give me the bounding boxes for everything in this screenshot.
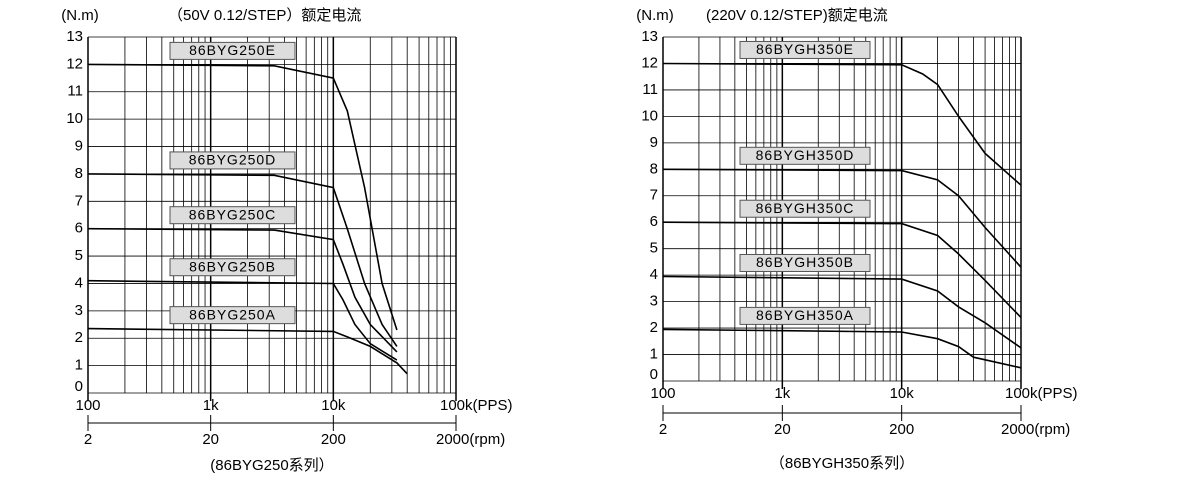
chart-caption: (86BYG250系列）: [210, 457, 333, 474]
series-label-box: [739, 253, 871, 272]
y-tick-label: 1: [75, 357, 83, 374]
y-tick-label: 7: [75, 192, 83, 209]
series-label-box: [739, 146, 871, 165]
x-tick-label: 1k: [203, 397, 219, 414]
y-tick-label: 7: [650, 187, 658, 204]
x-tick-label: 100k(PPS): [440, 397, 513, 414]
x-tick-label: 100k(PPS): [1005, 385, 1078, 402]
torque-curve: [87, 173, 398, 347]
torque-curve: [662, 62, 1022, 186]
chart-caption: （86BYGH350系列）: [770, 455, 914, 472]
series-label: 86BYGH350D: [756, 147, 855, 163]
y-tick-label: 4: [650, 266, 658, 283]
series-label-box: [169, 151, 296, 170]
series-label: 86BYGH350E: [756, 41, 854, 57]
y-tick-label: 5: [75, 247, 83, 264]
y-tick-label: 10: [66, 110, 83, 127]
x2-tick-label: 20: [202, 431, 219, 448]
series-label: 86BYGH350C: [756, 200, 855, 216]
torque-curve: [87, 279, 398, 361]
y-tick-label: 8: [75, 165, 83, 182]
torque-curve: [662, 328, 1022, 369]
x-tick-label: 100: [650, 385, 675, 402]
y-tick-label: 1: [650, 346, 658, 363]
torque-curve: [662, 275, 1022, 349]
series-label: 86BYG250C: [189, 206, 277, 222]
y-tick-label: 9: [650, 134, 658, 151]
y-axis-label: (N.m): [61, 7, 99, 24]
x2-tick-label: 2: [84, 431, 92, 448]
x2-tick-label: 200: [889, 421, 914, 438]
y-tick-label: 6: [650, 213, 658, 230]
chart-title: (220V 0.12/STEP)额定电流: [706, 7, 888, 24]
series-label-box: [169, 258, 296, 277]
series-label: 86BYG250A: [189, 306, 276, 322]
torque-curve: [87, 227, 398, 353]
series-label-box: [739, 40, 871, 59]
series-label: 86BYG250B: [189, 258, 276, 274]
x2-tick-label: 2000(rpm): [436, 431, 505, 448]
x2-tick-label: 2: [659, 421, 667, 438]
x2-tick-label: 200: [321, 431, 346, 448]
y-tick-label: 12: [641, 54, 658, 71]
series-label: 86BYGH350A: [756, 307, 854, 323]
x-tick-label: 10k: [890, 385, 915, 402]
series-label: 86BYG250E: [189, 42, 276, 58]
y-tick-label: 8: [650, 160, 658, 177]
y-tick-label: 11: [67, 83, 83, 100]
series-label-box: [169, 306, 296, 325]
y-tick-label: 6: [75, 220, 83, 237]
series-label: 86BYG250D: [189, 152, 277, 168]
x2-tick-label: 20: [774, 421, 791, 438]
y-tick-label: 13: [641, 28, 658, 45]
torque-curve: [662, 168, 1022, 268]
y-tick-label: 9: [75, 138, 83, 155]
y-tick-label: 5: [650, 240, 658, 257]
y-tick-label: 4: [75, 274, 83, 291]
y-tick-label: 3: [75, 302, 83, 319]
y-tick-label: 10: [641, 107, 658, 124]
torque-curve: [87, 327, 408, 375]
torque-curve: [87, 63, 398, 331]
torque-curve: [662, 221, 1022, 319]
y-tick-label: 0: [650, 366, 658, 383]
y-tick-label: 2: [75, 329, 83, 346]
series-label-box: [739, 199, 871, 218]
series-label: 86BYGH350B: [756, 254, 854, 270]
y-axis-label: (N.m): [636, 7, 674, 24]
y-tick-label: 13: [66, 28, 83, 45]
series-label-box: [169, 206, 296, 225]
x-tick-label: 100: [75, 397, 100, 414]
y-tick-label: 11: [642, 81, 658, 98]
y-tick-label: 3: [650, 293, 658, 310]
x-tick-label: 10k: [321, 397, 346, 414]
x2-tick-label: 2000(rpm): [1001, 421, 1070, 438]
x-tick-label: 1k: [774, 385, 790, 402]
chart-title: （50V 0.12/STEP）额定电流: [168, 7, 361, 24]
series-label-box: [739, 306, 871, 325]
series-label-box: [169, 41, 296, 60]
y-tick-label: 12: [66, 55, 83, 72]
y-tick-label: 2: [650, 319, 658, 336]
y-tick-label: 0: [75, 378, 83, 395]
